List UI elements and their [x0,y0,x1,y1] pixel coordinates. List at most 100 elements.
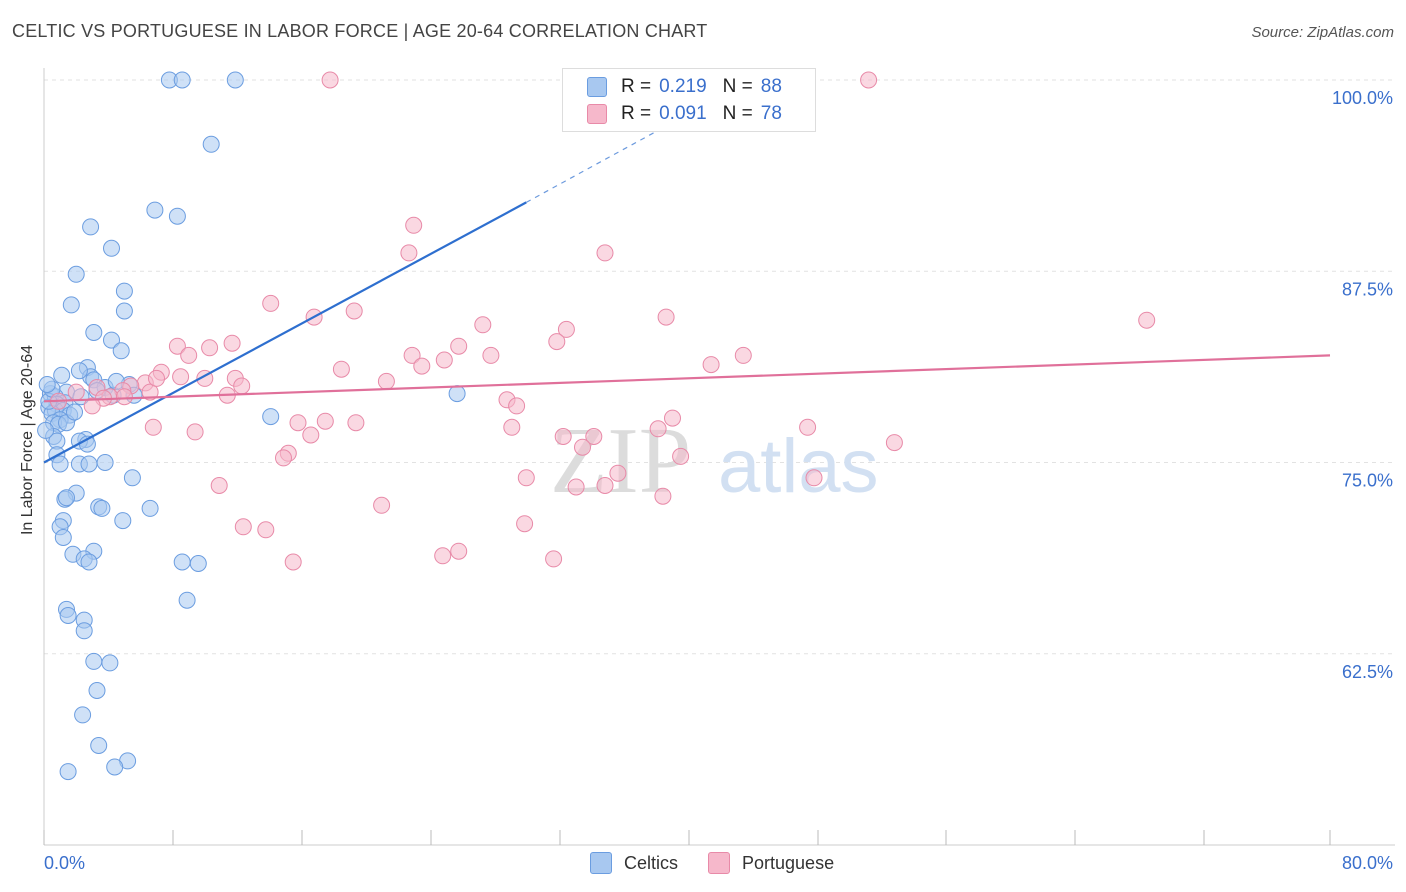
portuguese-point [145,419,161,435]
portuguese-point [575,439,591,455]
celtics-point [263,409,279,425]
portuguese-legend-label: Portuguese [742,853,834,874]
celtics-point [67,404,83,420]
portuguese-swatch [587,104,607,124]
celtics-point [102,655,118,671]
celtics-point [89,683,105,699]
celtics-point [52,456,68,472]
celtics-point [81,456,97,472]
portuguese-point [568,479,584,495]
celtics-point [86,325,102,341]
celtics-point [203,136,219,152]
y-tick-label: 87.5% [1342,279,1393,299]
portuguese-point [285,554,301,570]
series-celtics-points [38,72,466,780]
celtics-swatch [587,77,607,97]
celtics-point [169,208,185,224]
celtics-point [71,363,87,379]
legend-item-celtics: Celtics [590,852,678,874]
celtics-point [104,240,120,256]
celtics-point [38,422,54,438]
portuguese-swatch [708,852,730,874]
celtics-r-value: 0.219 [659,76,707,98]
portuguese-r-value: 0.091 [659,103,707,125]
celtics-point [39,377,55,393]
celtics-point [227,72,243,88]
celtics-point [147,202,163,218]
portuguese-point [258,522,274,538]
celtics-point [63,297,79,313]
r-label: R = [621,103,651,125]
portuguese-point [451,543,467,559]
portuguese-point [806,470,822,486]
portuguese-point [317,413,333,429]
portuguese-point [303,427,319,443]
portuguese-point [435,548,451,564]
portuguese-point [655,488,671,504]
celtics-point [116,303,132,319]
watermark-atlas: atlas [718,424,879,509]
portuguese-point [406,217,422,233]
y-tick-labels: 62.5% 75.0% 87.5% 100.0% [1332,88,1393,682]
portuguese-point [378,373,394,389]
portuguese-point [116,389,132,405]
portuguese-point [886,435,902,451]
celtics-point [190,556,206,572]
portuguese-point [290,415,306,431]
celtics-point [97,455,113,471]
watermark: ZIP atlas [550,409,879,513]
portuguese-point [518,470,534,486]
portuguese-point [509,398,525,414]
portuguese-point [234,378,250,394]
portuguese-point [546,551,562,567]
portuguese-point [800,419,816,435]
celtics-point [59,490,75,506]
portuguese-point [235,519,251,535]
x-tick-label-min: 0.0% [44,853,85,873]
celtics-point [68,266,84,282]
celtics-point [142,500,158,516]
celtics-point [55,530,71,546]
r-label: R = [621,76,651,98]
n-label: N = [723,103,753,125]
celtics-point [75,707,91,723]
portuguese-point [224,335,240,351]
y-tick-label: 100.0% [1332,88,1393,108]
portuguese-point [263,295,279,311]
gridlines [44,80,1395,654]
x-tick-label-max: 80.0% [1342,853,1393,873]
portuguese-point [665,410,681,426]
celtics-point [174,72,190,88]
y-axis-label: In Labor Force | Age 20-64 [19,345,37,535]
celtics-point [174,554,190,570]
portuguese-point [483,347,499,363]
celtics-point [83,219,99,235]
portuguese-point [401,245,417,261]
portuguese-point [436,352,452,368]
portuguese-point [861,72,877,88]
celtics-n-value: 88 [761,76,782,98]
portuguese-point [597,478,613,494]
portuguese-point [211,478,227,494]
legend-item-portuguese: Portuguese [708,852,834,874]
y-tick-label: 62.5% [1342,662,1393,682]
portuguese-point [549,334,565,350]
portuguese-n-value: 78 [761,103,782,125]
portuguese-point [475,317,491,333]
portuguese-point [703,357,719,373]
portuguese-point [348,415,364,431]
n-label: N = [723,76,753,98]
portuguese-point [333,361,349,377]
portuguese-point [181,347,197,363]
celtics-point [60,608,76,624]
celtics-point [60,764,76,780]
celtics-point [124,470,140,486]
celtics-point [113,343,129,359]
portuguese-point [517,516,533,532]
portuguese-point [504,419,520,435]
portuguese-point [68,384,84,400]
portuguese-point [173,369,189,385]
portuguese-point [597,245,613,261]
celtics-point [107,759,123,775]
celtics-swatch [590,852,612,874]
